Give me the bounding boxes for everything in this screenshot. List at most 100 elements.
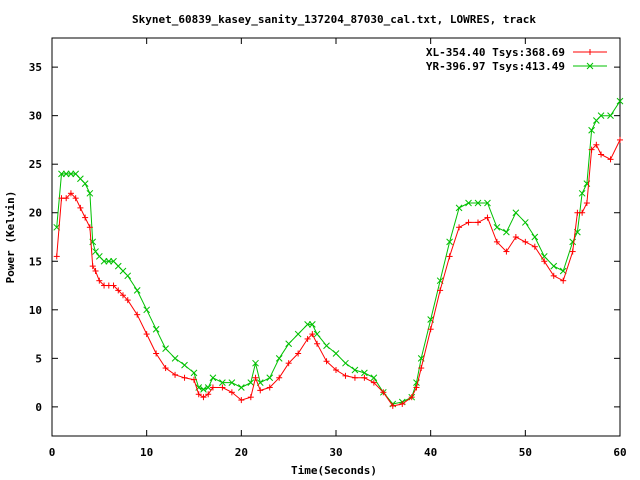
data-point xyxy=(569,238,577,246)
data-point xyxy=(380,389,387,396)
data-point xyxy=(58,170,65,178)
series-1 xyxy=(53,136,623,409)
data-point xyxy=(579,209,586,216)
data-point xyxy=(209,374,217,382)
data-point xyxy=(143,306,151,314)
data-point xyxy=(370,374,378,382)
data-point xyxy=(593,141,600,148)
data-point xyxy=(583,200,590,207)
data-point xyxy=(616,97,624,105)
y-tick-label: 5 xyxy=(35,352,42,365)
data-point xyxy=(309,331,316,338)
y-tick-label: 20 xyxy=(29,207,42,220)
x-axis-label: Time(Seconds) xyxy=(291,464,377,477)
data-point xyxy=(252,359,259,367)
data-point xyxy=(521,219,529,226)
data-point xyxy=(172,371,179,378)
data-point xyxy=(89,263,96,270)
chart-title: Skynet_60839_kasey_sanity_137204_87030_c… xyxy=(132,13,536,26)
data-point xyxy=(162,345,169,352)
data-point xyxy=(333,366,339,373)
data-point xyxy=(134,311,141,318)
data-point xyxy=(512,209,520,217)
legend-marker xyxy=(586,62,594,70)
data-point xyxy=(351,374,358,381)
x-tick-label: 50 xyxy=(519,446,532,459)
data-point xyxy=(62,170,70,178)
data-point xyxy=(162,365,169,372)
data-point xyxy=(503,248,510,255)
y-axis-label: Power (Kelvin) xyxy=(4,191,17,284)
data-point xyxy=(133,287,141,294)
data-point xyxy=(314,340,321,347)
data-point xyxy=(100,257,108,265)
data-point xyxy=(200,394,207,401)
data-point xyxy=(361,369,368,377)
data-point xyxy=(115,287,122,294)
data-point xyxy=(124,272,132,280)
data-point xyxy=(204,384,212,391)
data-point xyxy=(209,384,216,391)
data-point xyxy=(512,234,519,240)
data-point xyxy=(531,243,538,250)
data-point xyxy=(588,146,595,153)
series-line xyxy=(56,139,621,407)
data-point xyxy=(276,374,283,381)
data-point xyxy=(399,400,406,407)
y-tick-label: 10 xyxy=(29,304,42,317)
data-point xyxy=(105,257,113,265)
data-point xyxy=(351,366,359,374)
data-point xyxy=(67,170,75,178)
data-point xyxy=(456,224,463,231)
data-point xyxy=(531,233,539,241)
data-point xyxy=(294,330,302,338)
data-point xyxy=(285,360,292,367)
data-point xyxy=(110,282,117,289)
data-point xyxy=(152,325,160,333)
data-point xyxy=(124,297,131,304)
x-tick-label: 20 xyxy=(235,446,248,459)
data-point xyxy=(120,292,126,299)
data-point xyxy=(63,195,70,202)
data-point xyxy=(96,277,103,284)
data-point xyxy=(389,402,396,409)
data-point xyxy=(200,386,207,393)
data-point xyxy=(247,394,254,401)
data-point xyxy=(191,376,197,383)
data-point xyxy=(323,342,330,350)
data-point xyxy=(493,238,500,245)
data-point xyxy=(484,214,491,221)
legend-label: YR-396.97 Tsys:413.49 xyxy=(426,60,565,73)
data-point xyxy=(446,253,453,260)
data-point xyxy=(522,238,529,245)
data-point xyxy=(455,204,463,212)
series-line xyxy=(56,100,621,405)
y-tick-label: 25 xyxy=(29,158,42,171)
data-point xyxy=(219,379,226,386)
x-tick-label: 40 xyxy=(424,446,437,459)
data-point xyxy=(143,331,150,338)
x-tick-label: 0 xyxy=(49,446,56,459)
data-point xyxy=(247,379,255,386)
data-point xyxy=(304,335,311,342)
data-point xyxy=(275,354,283,362)
data-point xyxy=(92,248,99,255)
data-point xyxy=(550,272,557,279)
data-point xyxy=(228,389,235,396)
data-point xyxy=(266,374,274,382)
data-point xyxy=(171,354,179,362)
data-point xyxy=(446,238,453,246)
data-point xyxy=(541,258,548,265)
data-point xyxy=(86,189,94,197)
data-point xyxy=(190,369,198,377)
data-point xyxy=(266,384,273,391)
data-point xyxy=(81,180,89,187)
data-point xyxy=(195,391,202,398)
data-point xyxy=(607,156,614,163)
data-point xyxy=(86,224,93,231)
data-point xyxy=(342,372,349,379)
data-point xyxy=(219,384,226,391)
data-point xyxy=(361,374,368,381)
data-point xyxy=(408,394,415,401)
x-axis-ticks: 0 10 20 30 40 50 60 xyxy=(49,38,627,459)
